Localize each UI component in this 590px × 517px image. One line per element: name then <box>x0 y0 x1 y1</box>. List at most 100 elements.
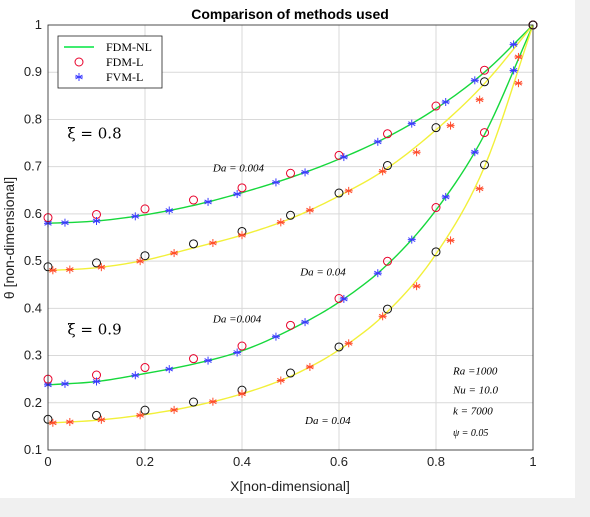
star-marker <box>412 282 421 291</box>
x-tick-label: 0.4 <box>233 454 251 469</box>
legend-box <box>57 35 163 89</box>
star-marker <box>75 73 83 81</box>
star-marker <box>276 218 285 227</box>
star-marker <box>204 356 213 365</box>
xi-annotation: ξ = 0.8 <box>67 124 121 142</box>
star-marker <box>271 332 280 341</box>
star-marker <box>170 405 179 414</box>
circle-marker <box>189 195 198 205</box>
star-marker <box>441 97 450 106</box>
star-marker <box>238 231 246 240</box>
parameter-annotation: Da = 0.004 <box>212 162 265 174</box>
circle-marker <box>237 183 247 193</box>
y-tick-label: 0.4 <box>24 300 42 315</box>
star-marker <box>412 148 421 157</box>
star-marker <box>208 397 217 406</box>
parameter-annotation: Da = 0.04 <box>299 266 346 278</box>
legend-label: FVM-L <box>106 70 143 84</box>
circle-marker <box>480 77 489 87</box>
star-marker <box>305 206 314 215</box>
star-marker <box>165 365 174 374</box>
star-marker <box>475 95 484 104</box>
annotations: ξ = 0.8 ξ = 0.9 Da = 0.004 Da = 0.04 Da =0.0… <box>67 124 498 439</box>
star-marker <box>344 186 353 195</box>
series-line-2 <box>47 24 534 272</box>
star-marker <box>276 376 285 385</box>
x-axis-label: X[non-dimensional] <box>230 478 350 494</box>
circle-marker <box>480 160 489 170</box>
star-marker <box>136 257 145 266</box>
plot-frame <box>47 24 534 451</box>
star-marker <box>344 339 353 348</box>
y-tick-label: 0.7 <box>24 159 42 174</box>
circle-marker <box>237 341 247 351</box>
x-tick-label: 1 <box>529 454 536 469</box>
circle-marker <box>431 123 441 133</box>
star-marker <box>48 266 57 275</box>
circle-marker <box>334 342 344 352</box>
y-tick-label: 0.3 <box>24 348 42 363</box>
star-marker <box>92 377 101 386</box>
star-marker <box>271 178 280 187</box>
figure: Comparison of methods used 0 0.2 0.4 0.6 0.8… <box>0 0 575 498</box>
comparison-chart: Comparison of methods used 0 0.2 0.4 0.6 0.8… <box>1 6 538 494</box>
circle-marker <box>480 65 489 75</box>
star-marker <box>373 269 382 278</box>
circle-marker <box>334 150 344 160</box>
circle-marker <box>189 354 198 364</box>
star-marker <box>509 40 518 49</box>
x-tick-label: 0.6 <box>330 454 348 469</box>
star-marker <box>301 168 310 177</box>
star-marker <box>92 216 101 225</box>
y-tick-label: 0.5 <box>24 253 42 268</box>
star-marker <box>514 79 523 88</box>
star-marker <box>470 148 479 157</box>
circle-marker <box>286 210 295 220</box>
star-marker <box>131 371 140 380</box>
circle-marker <box>189 239 198 249</box>
y-tick-label: 0.8 <box>24 111 42 126</box>
tick-labels: 0 0.2 0.4 0.6 0.8 1 0.1 0.2 0.3 0.4 0.5 0.6 0.7 0.8 0.… <box>24 17 537 469</box>
circle-marker <box>92 410 101 420</box>
circle-marker <box>140 363 150 373</box>
star-marker <box>373 137 382 146</box>
chart-title: Comparison of methods used <box>191 6 389 22</box>
y-axis-label: θ [non-dimensional] <box>1 177 17 299</box>
star-marker <box>170 249 179 258</box>
circle-marker <box>286 320 295 330</box>
y-tick-label: 0.9 <box>24 64 42 79</box>
circle-marker <box>189 397 198 407</box>
parameter-annotation: Da = 0.04 <box>304 415 351 427</box>
star-marker <box>97 263 106 272</box>
circle-marker <box>286 168 295 178</box>
star-marker <box>60 218 69 227</box>
star-marker <box>136 411 145 420</box>
y-tick-label: 0.2 <box>24 395 42 410</box>
parameter-annotation: Nu = 10.0 <box>452 384 499 396</box>
star-marker <box>208 239 217 248</box>
x-tick-label: 0 <box>44 454 51 469</box>
legend-label: FDM-L <box>106 55 143 69</box>
parameter-annotation: ψ = 0.05 <box>453 428 488 439</box>
star-marker <box>441 192 450 201</box>
y-tick-label: 0.1 <box>24 442 42 457</box>
xi-annotation: ξ = 0.9 <box>67 320 121 338</box>
star-marker <box>514 52 523 61</box>
circle-marker <box>140 204 150 214</box>
circle-marker <box>431 101 441 111</box>
star-marker <box>238 389 246 398</box>
star-marker <box>60 379 69 388</box>
star-marker <box>233 190 242 199</box>
circle-marker <box>383 304 392 314</box>
x-tick-label: 0.2 <box>136 454 154 469</box>
legend-circle-swatch <box>74 57 84 67</box>
star-marker <box>378 312 387 321</box>
star-marker <box>65 265 74 274</box>
star-marker <box>446 121 455 130</box>
circle-marker <box>431 247 441 257</box>
circle-marker <box>383 129 392 139</box>
star-marker <box>470 76 479 85</box>
star-marker <box>509 66 518 75</box>
star-marker <box>407 119 416 128</box>
circle-marker <box>383 256 392 266</box>
